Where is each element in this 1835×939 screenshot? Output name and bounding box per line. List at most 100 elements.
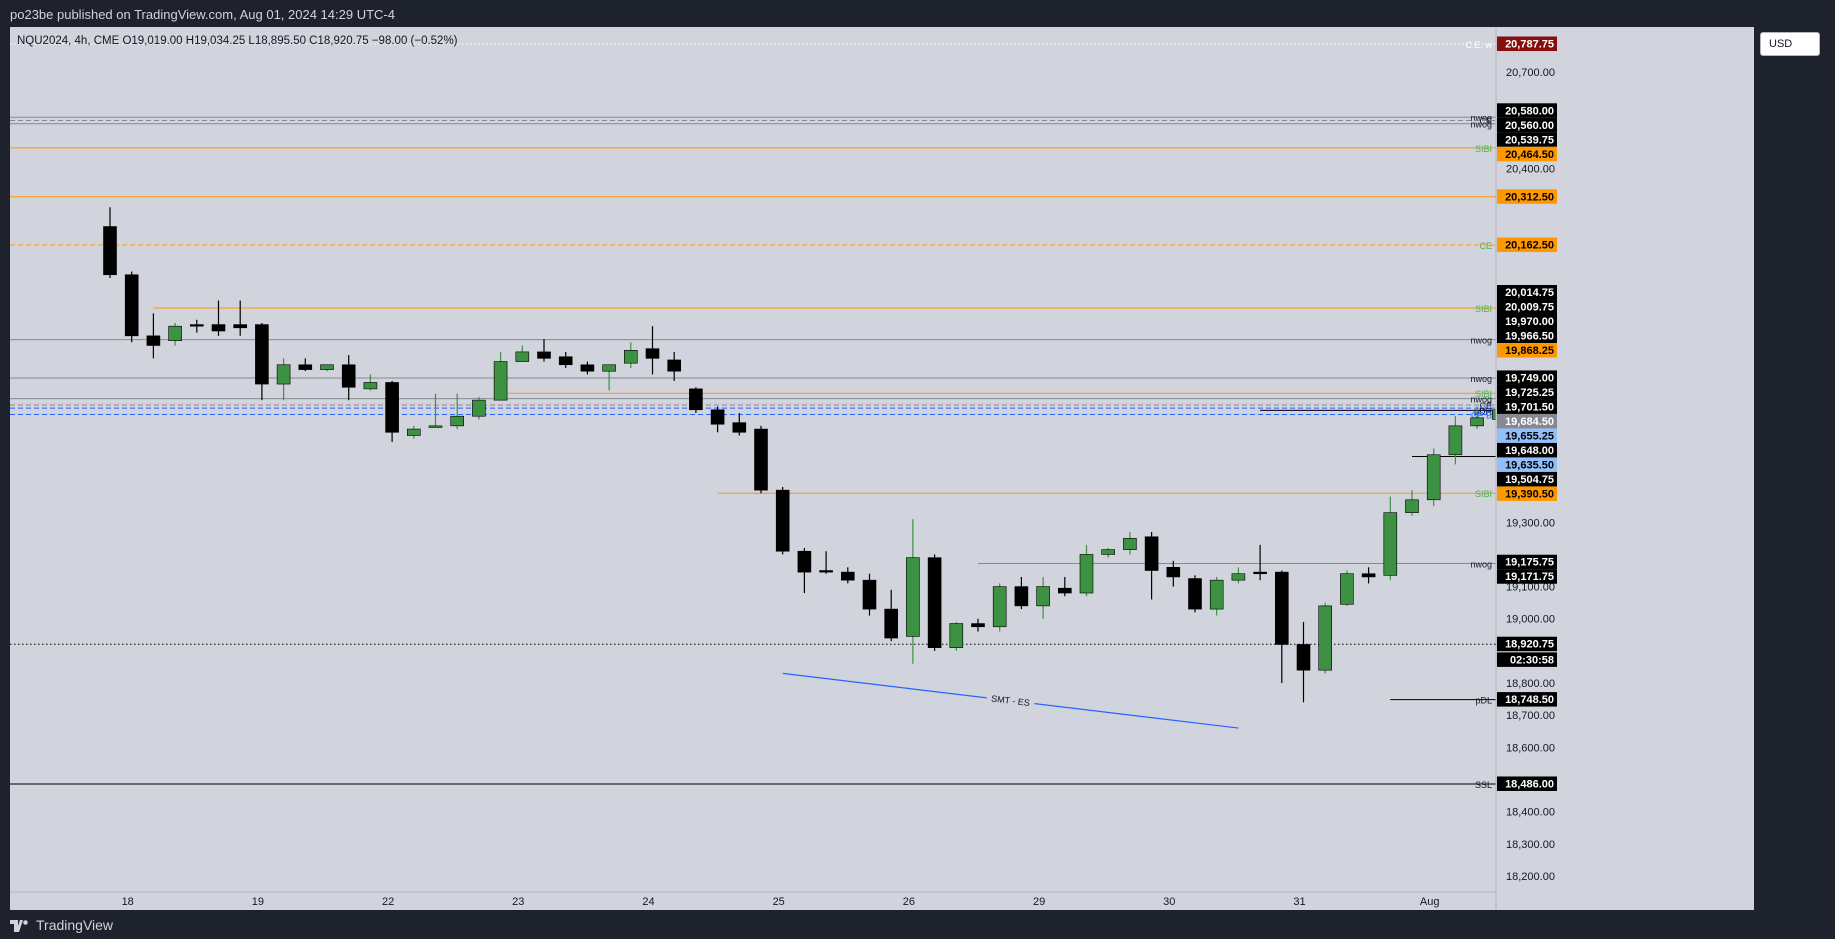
candle-47[interactable]	[1123, 538, 1137, 550]
x-tick-label-10: Aug	[1420, 896, 1440, 908]
price-label-15: 19,684.50	[1505, 416, 1554, 428]
candle-21[interactable]	[558, 356, 573, 366]
candle-29[interactable]	[732, 422, 747, 433]
candle-33[interactable]	[819, 570, 833, 573]
candle-12[interactable]	[363, 382, 378, 390]
chart-pane[interactable]: C.E. w nwog CE nwog SIBI CE SIBI nwog nwog SIBI nw…	[10, 27, 1754, 910]
candle-4[interactable]	[190, 324, 204, 327]
y-tick-label-1: 20,400.00	[1506, 164, 1555, 176]
candle-11[interactable]	[341, 364, 356, 388]
candle-17[interactable]	[472, 399, 486, 417]
candle-13[interactable]	[385, 382, 399, 433]
candle-38[interactable]	[927, 557, 942, 648]
x-tick-label-3: 23	[512, 896, 524, 908]
price-label-box-18	[1497, 457, 1557, 472]
price-label-box-2	[1497, 117, 1557, 133]
candle-52[interactable]	[1231, 573, 1246, 581]
candle-20[interactable]	[537, 351, 551, 359]
price-label-20: 19,390.50	[1505, 488, 1554, 500]
candle-18[interactable]	[493, 361, 508, 401]
symbol-name[interactable]: NQU2024, 4h, CME	[17, 35, 120, 47]
y-tick-label-5: 19,000.00	[1506, 614, 1555, 626]
candle-34[interactable]	[840, 571, 855, 581]
price-label-16: 19,655.25	[1505, 430, 1554, 442]
candle-49[interactable]	[1166, 567, 1181, 578]
candle-1[interactable]	[124, 274, 139, 337]
y-tick-label-7: 18,700.00	[1506, 710, 1555, 722]
candle-8[interactable]	[276, 364, 291, 385]
currency-button[interactable]: USD	[1760, 32, 1820, 56]
candle-15[interactable]	[428, 425, 443, 428]
candle-51[interactable]	[1209, 579, 1224, 610]
candle-42[interactable]	[1014, 586, 1029, 607]
price-label-17: 19,648.00	[1505, 445, 1554, 457]
price-label-box-8	[1497, 299, 1557, 315]
candle-14[interactable]	[406, 428, 421, 436]
x-tick-label-5: 25	[773, 896, 785, 908]
candle-31[interactable]	[775, 489, 790, 552]
candle-25[interactable]	[645, 348, 660, 359]
candle-40[interactable]	[971, 623, 985, 628]
y-tick-label-9: 18,400.00	[1506, 807, 1555, 819]
candle-22[interactable]	[580, 364, 595, 372]
candle-9[interactable]	[298, 364, 313, 370]
candle-28[interactable]	[710, 409, 725, 425]
price-label-10: 19,966.50	[1505, 331, 1554, 343]
candles-layer	[103, 207, 1593, 703]
candle-24[interactable]	[623, 350, 638, 364]
candle-19[interactable]	[515, 351, 530, 362]
y-tick-label-3: 19,300.00	[1506, 517, 1555, 529]
candle-35[interactable]	[862, 579, 877, 610]
price-label-box-23	[1497, 636, 1557, 652]
candle-56[interactable]	[1318, 605, 1332, 671]
candle-0[interactable]	[103, 226, 117, 276]
candle-16[interactable]	[450, 415, 465, 427]
candle-48[interactable]	[1144, 536, 1159, 571]
level-label-11: nwog	[1470, 395, 1492, 405]
candle-44[interactable]	[1058, 587, 1072, 594]
candle-6[interactable]	[233, 324, 247, 329]
price-label-box-19	[1497, 471, 1557, 487]
candle-54[interactable]	[1275, 571, 1289, 645]
candle-2[interactable]	[146, 335, 161, 346]
candle-61[interactable]	[1426, 454, 1441, 501]
candle-3[interactable]	[168, 325, 182, 341]
candle-39[interactable]	[949, 623, 964, 648]
candle-50[interactable]	[1188, 578, 1202, 610]
candle-7[interactable]	[255, 324, 269, 385]
candle-10[interactable]	[320, 364, 334, 370]
candle-37[interactable]	[906, 557, 920, 637]
candle-5[interactable]	[211, 324, 226, 332]
candle-59[interactable]	[1383, 512, 1398, 576]
level-label-17: SIBI	[1475, 489, 1492, 499]
candle-32[interactable]	[797, 550, 812, 573]
candle-36[interactable]	[884, 608, 899, 639]
candle-62[interactable]	[1448, 425, 1463, 456]
price-label-7: 20,014.75	[1505, 287, 1554, 299]
price-labels: 20,787.75 20,580.00 20,560.00 20,539.75 20,4…	[1497, 36, 1557, 791]
level-label-13: NY	[1479, 404, 1492, 414]
candle-30[interactable]	[754, 428, 768, 491]
level-label-18: nwog	[1470, 560, 1492, 570]
candle-63[interactable]	[1470, 417, 1484, 427]
x-tick-label-9: 31	[1293, 896, 1305, 908]
price-label-2: 20,560.00	[1505, 120, 1554, 132]
candle-55[interactable]	[1296, 644, 1311, 671]
candle-43[interactable]	[1036, 586, 1050, 607]
candle-27[interactable]	[689, 388, 703, 411]
candle-26[interactable]	[667, 359, 682, 372]
candle-45[interactable]	[1079, 554, 1094, 594]
candle-58[interactable]	[1361, 573, 1376, 578]
candle-23[interactable]	[602, 364, 616, 372]
candle-46[interactable]	[1101, 549, 1115, 555]
candle-53[interactable]	[1253, 571, 1267, 575]
candle-41[interactable]	[992, 586, 1007, 628]
x-tick-label-8: 30	[1163, 896, 1175, 908]
tradingview-logo[interactable]: TradingView	[10, 917, 113, 933]
candle-57[interactable]	[1340, 573, 1354, 605]
price-label-25: 18,748.50	[1505, 694, 1554, 706]
level-label-2: CE	[1479, 116, 1492, 126]
price-label-12: 19,749.00	[1505, 372, 1554, 384]
candle-60[interactable]	[1405, 499, 1419, 513]
candlestick-chart[interactable]: C.E. wnwogCEnwogSIBICESIBInwognwogSIBInw…	[10, 27, 1754, 910]
